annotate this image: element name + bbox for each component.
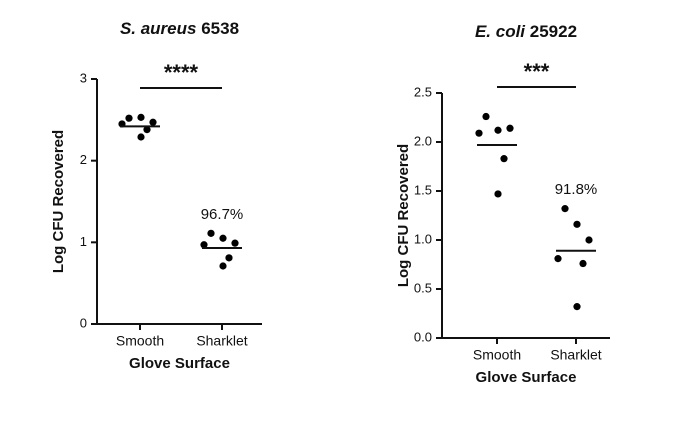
data-point xyxy=(573,303,581,311)
data-point xyxy=(225,254,233,262)
title-species: S. aureus xyxy=(120,19,197,38)
data-point xyxy=(554,255,562,263)
y-axis-label: Log CFU Recovered xyxy=(50,130,67,273)
data-point xyxy=(200,241,208,249)
data-point xyxy=(579,259,587,268)
data-point xyxy=(585,236,593,244)
reduction-label: 91.8% xyxy=(555,181,598,198)
y-tick-label: 1 xyxy=(80,234,87,249)
chart-title: S. aureus 6538 xyxy=(120,19,239,38)
data-point xyxy=(482,112,490,121)
data-point xyxy=(207,229,215,237)
significance-label: *** xyxy=(524,59,550,84)
data-point xyxy=(137,133,145,141)
y-tick-label: 2.5 xyxy=(414,84,432,99)
data-point xyxy=(573,220,581,228)
data-point xyxy=(561,205,569,213)
y-tick-label: 0.5 xyxy=(414,280,432,295)
data-point xyxy=(219,234,227,242)
data-point xyxy=(475,129,483,137)
title-strain: 25922 xyxy=(530,22,577,41)
data-point xyxy=(494,126,502,134)
data-point xyxy=(506,124,514,132)
title-species: E. coli xyxy=(475,22,526,41)
x-tick-label: Smooth xyxy=(473,347,521,363)
title-strain: 6538 xyxy=(201,19,239,38)
x-axis-label: Glove Surface xyxy=(476,369,577,386)
data-point xyxy=(137,113,145,121)
data-point xyxy=(494,190,502,198)
y-tick-label: 2.0 xyxy=(414,133,432,148)
reduction-label: 96.7% xyxy=(201,206,244,223)
data-point xyxy=(219,262,227,270)
y-tick-label: 0.0 xyxy=(414,329,432,344)
x-tick-label: Sharklet xyxy=(196,333,247,349)
data-point xyxy=(231,239,239,247)
data-point xyxy=(500,155,508,163)
data-point xyxy=(125,114,133,122)
significance-label: **** xyxy=(164,60,199,85)
data-point xyxy=(143,126,151,134)
x-tick-label: Sharklet xyxy=(550,347,601,363)
y-tick-label: 0 xyxy=(80,315,87,330)
y-tick-label: 3 xyxy=(80,70,87,85)
data-point xyxy=(149,118,157,126)
y-tick-label: 2 xyxy=(80,152,87,167)
x-axis-label: Glove Surface xyxy=(129,355,230,372)
y-tick-label: 1.5 xyxy=(414,182,432,197)
y-tick-label: 1.0 xyxy=(414,231,432,246)
x-tick-label: Smooth xyxy=(116,333,164,349)
y-axis-label: Log CFU Recovered xyxy=(395,144,412,287)
chart-title: E. coli 25922 xyxy=(475,22,577,41)
